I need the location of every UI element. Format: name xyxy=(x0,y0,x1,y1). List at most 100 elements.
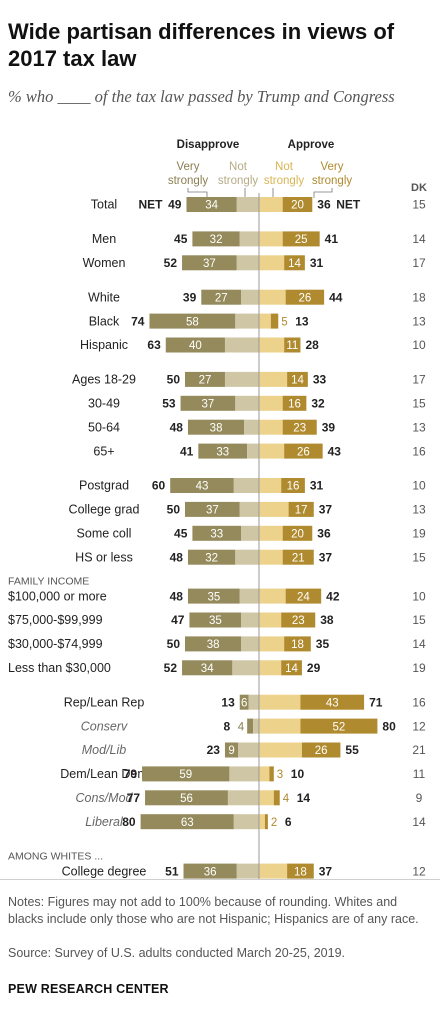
label-disapprove-net: 60 xyxy=(152,479,166,493)
label-approve-very: 14 xyxy=(285,663,298,675)
bar-approve-very xyxy=(284,255,305,271)
bar-approve-not xyxy=(259,863,288,879)
bar-approve-very xyxy=(269,766,274,782)
label-disapprove-very: 59 xyxy=(179,769,192,781)
label-approve-net: 44 xyxy=(329,290,343,304)
label-disapprove-net: 47 xyxy=(171,613,185,627)
bar-approve-not xyxy=(259,478,282,493)
bar-disapprove-very xyxy=(182,660,233,676)
label-disapprove-net: 53 xyxy=(162,397,176,411)
bar-approve-very xyxy=(284,636,311,652)
label-dk: 14 xyxy=(412,232,426,246)
header-dis-very-1: Very xyxy=(176,161,199,173)
bar-approve-not xyxy=(259,660,282,676)
label-approve-net: 71 xyxy=(369,695,383,709)
header-approve: Approve xyxy=(288,139,335,151)
label-disapprove-very: 36 xyxy=(204,866,217,878)
label-disapprove-net: 50 xyxy=(167,503,181,517)
bar-approve-not xyxy=(259,588,286,604)
bar-approve-not xyxy=(259,742,302,758)
label-dk: 17 xyxy=(412,256,426,270)
row-label: Total xyxy=(91,198,117,212)
row-label: 65+ xyxy=(93,444,114,458)
row-label: $75,000-$99,999 xyxy=(8,613,103,627)
chart-subtitle: % who ____ of the tax law passed by Trum… xyxy=(8,87,395,106)
row-label: Liberal xyxy=(85,815,124,829)
bar-disapprove-very xyxy=(187,588,240,604)
label-dk: 15 xyxy=(412,198,426,212)
label-disapprove-very: 38 xyxy=(207,639,220,651)
bar-disapprove-very xyxy=(185,371,225,387)
row-label: 30-49 xyxy=(88,397,120,411)
label-approve-net: 80 xyxy=(382,719,396,733)
row-label: College degree xyxy=(62,864,147,878)
header-app-very-2: strongly xyxy=(312,175,353,187)
label-approve-net: 6 xyxy=(285,815,292,829)
label-disapprove-net: 52 xyxy=(164,661,178,675)
bar-disapprove-very xyxy=(186,197,237,212)
bar-disapprove-very xyxy=(185,636,242,652)
label-disapprove-net: 77 xyxy=(127,791,141,805)
bar-approve-not xyxy=(259,636,285,652)
label-approve-net: 13 xyxy=(295,314,309,328)
bar-disapprove-very xyxy=(145,790,228,806)
bar-approve-not xyxy=(259,766,270,782)
label-disapprove-net: 45 xyxy=(174,232,188,246)
label-approve-net: 31 xyxy=(310,256,324,270)
label-approve-very: 5 xyxy=(281,316,287,328)
label-disapprove-very: 43 xyxy=(196,481,209,493)
label-approve-very: 3 xyxy=(277,769,283,781)
bar-disapprove-very xyxy=(187,419,245,435)
bar-disapprove-very xyxy=(183,863,237,879)
label-approve-net: 33 xyxy=(313,373,327,387)
bar-approve-very xyxy=(282,549,314,565)
bar-approve-very xyxy=(281,612,316,628)
label-approve-net: 28 xyxy=(305,338,319,352)
label-approve-very: 26 xyxy=(297,446,310,458)
label-approve-net: 14 xyxy=(297,791,311,805)
label-approve-very: 14 xyxy=(288,258,301,270)
bar-disapprove-not xyxy=(241,525,259,541)
notes-divider xyxy=(0,879,440,880)
bar-disapprove-not xyxy=(235,313,259,329)
header-connector-dis-very xyxy=(187,188,208,198)
bar-disapprove-very xyxy=(170,478,234,493)
bar-disapprove-very xyxy=(187,549,236,565)
label-disapprove-net: 45 xyxy=(174,527,188,541)
row-label: Black xyxy=(89,314,120,328)
row-label: College grad xyxy=(69,503,140,517)
bar-approve-very xyxy=(300,718,378,734)
label-dk: 13 xyxy=(412,503,426,517)
label-disapprove-very: 37 xyxy=(202,399,215,411)
label-approve-net: 37 xyxy=(319,864,333,878)
bar-disapprove-not xyxy=(248,694,259,710)
bar-approve-very xyxy=(282,231,320,247)
bar-disapprove-very xyxy=(247,718,254,734)
bar-approve-very xyxy=(288,501,314,517)
label-approve-net: 36 xyxy=(317,527,331,541)
label-disapprove-very: 32 xyxy=(210,234,223,246)
label-approve-net: 41 xyxy=(325,232,339,246)
bar-disapprove-not xyxy=(247,443,259,459)
bar-disapprove-very xyxy=(142,766,230,782)
label-disapprove-net: 51 xyxy=(165,864,179,878)
bar-disapprove-very xyxy=(165,337,225,353)
header-dis-not-1: Not xyxy=(229,161,248,173)
label-approve-very: 23 xyxy=(293,422,306,434)
bar-approve-very xyxy=(281,660,302,676)
bar-disapprove-not xyxy=(229,766,259,782)
row-label: White xyxy=(88,290,120,304)
label-disapprove-very: 35 xyxy=(207,591,220,603)
label-disapprove-very: 37 xyxy=(203,258,216,270)
label-dk: 15 xyxy=(412,397,426,411)
bar-disapprove-not xyxy=(224,337,259,353)
label-approve-net: 35 xyxy=(316,637,330,651)
header-dis-not-2: strongly xyxy=(218,175,259,187)
label-approve-very: 43 xyxy=(326,697,339,709)
bar-disapprove-not xyxy=(241,612,259,628)
label-dk: 17 xyxy=(412,373,426,387)
row-label: Conserv xyxy=(81,719,128,733)
label-disapprove-net: 52 xyxy=(164,256,178,270)
label-disapprove-very: 58 xyxy=(186,316,199,328)
label-disapprove-net: 80 xyxy=(122,815,136,829)
